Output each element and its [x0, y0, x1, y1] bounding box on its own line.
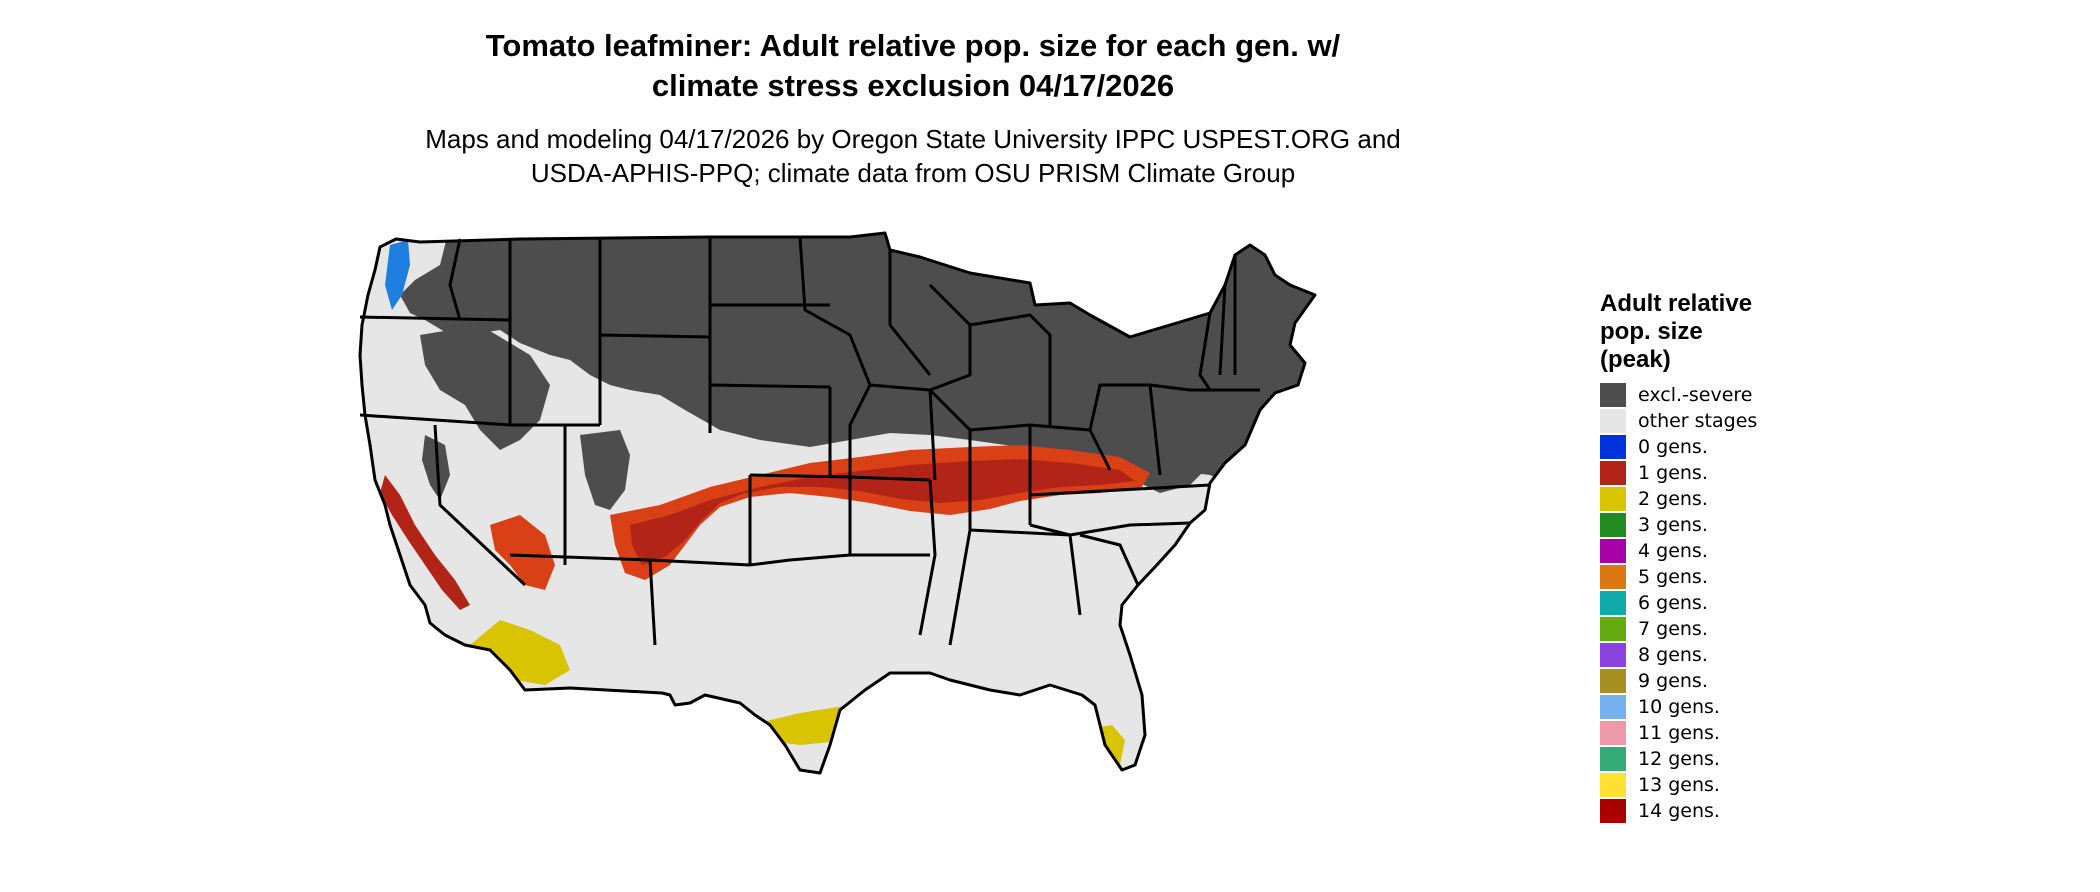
legend-label: 0 gens. [1638, 436, 1708, 458]
legend-label: 13 gens. [1638, 774, 1720, 796]
border-great-lakes [888, 250, 1052, 425]
legend-item: 0 gens. [1600, 434, 1820, 460]
legend-item: 4 gens. [1600, 538, 1820, 564]
legend-swatch [1600, 513, 1626, 537]
border-central-states [709, 235, 972, 636]
legend-label: 9 gens. [1638, 670, 1708, 692]
map-title: Tomato leafminer: Adult relative pop. si… [0, 26, 1826, 106]
map-title-line-2: climate stress exclusion 04/17/2026 [651, 68, 1175, 103]
map-subtitle-line-2: USDA-APHIS-PPQ; climate data from OSU PR… [530, 158, 1296, 188]
legend-label: 10 gens. [1638, 696, 1720, 718]
legend-label: 1 gens. [1638, 462, 1708, 484]
region-1-gens-southwest [490, 515, 555, 590]
region-excluded-rockies-south [580, 430, 630, 510]
map-legend: Adult relative pop. size (peak) excl.-se… [1600, 290, 1820, 824]
legend-swatch [1600, 747, 1626, 771]
legend-item: 2 gens. [1600, 486, 1820, 512]
legend-swatch [1600, 721, 1626, 745]
legend-swatch [1600, 435, 1626, 459]
region-excluded-great-basin [420, 325, 550, 450]
legend-swatch [1600, 799, 1626, 823]
legend-swatch [1600, 591, 1626, 615]
region-1-gens-band-core [630, 459, 1135, 565]
legend-swatch [1600, 695, 1626, 719]
legend-item: 13 gens. [1600, 772, 1820, 798]
region-0-gens-cascades [385, 240, 410, 310]
legend-item: 14 gens. [1600, 798, 1820, 824]
legend-item: 9 gens. [1600, 668, 1820, 694]
legend-title-line-3: (peak) [1600, 346, 1671, 373]
legend-label: excl.-severe [1638, 384, 1753, 406]
legend-item: excl.-severe [1600, 382, 1820, 408]
legend-label: 12 gens. [1638, 748, 1720, 770]
legend-label: other stages [1638, 410, 1758, 432]
legend-swatch [1600, 773, 1626, 797]
legend-item: 5 gens. [1600, 564, 1820, 590]
legend-label: 4 gens. [1638, 540, 1708, 562]
legend-label: 5 gens. [1638, 566, 1708, 588]
legend-item: 8 gens. [1600, 642, 1820, 668]
legend-swatch [1600, 487, 1626, 511]
legend-item: 12 gens. [1600, 746, 1820, 772]
map-subtitle: Maps and modeling 04/17/2026 by Oregon S… [0, 122, 1826, 190]
legend-label: 8 gens. [1638, 644, 1708, 666]
region-excluded-mid-atlantic [1130, 450, 1210, 493]
legend-swatch [1600, 539, 1626, 563]
us-map [358, 231, 1317, 775]
legend-label: 6 gens. [1638, 592, 1708, 614]
legend-label: 7 gens. [1638, 618, 1708, 640]
legend-title: Adult relative pop. size (peak) [1600, 290, 1820, 374]
map-title-line-1: Tomato leafminer: Adult relative pop. si… [485, 28, 1341, 63]
legend-item: 7 gens. [1600, 616, 1820, 642]
legend-label: 11 gens. [1638, 722, 1720, 744]
legend-item: 3 gens. [1600, 512, 1820, 538]
legend-swatch [1600, 565, 1626, 589]
legend-title-line-2: pop. size [1600, 318, 1703, 345]
legend-label: 14 gens. [1638, 800, 1720, 822]
legend-label: 3 gens. [1638, 514, 1708, 536]
legend-swatch [1600, 643, 1626, 667]
legend-item: 10 gens. [1600, 694, 1820, 720]
legend-title-line-1: Adult relative [1600, 290, 1753, 317]
legend-swatch [1600, 409, 1626, 433]
border-east-states [928, 255, 1260, 646]
state-borders [358, 231, 1317, 775]
national-border [358, 231, 1317, 775]
legend-item: 6 gens. [1600, 590, 1820, 616]
region-1-gens-california [380, 475, 470, 610]
legend-swatch [1600, 383, 1626, 407]
legend-swatch [1600, 617, 1626, 641]
legend-swatch [1600, 461, 1626, 485]
legend-label: 2 gens. [1638, 488, 1708, 510]
legend-list: excl.-severe other stages 0 gens. 1 gens. 2 … [1600, 382, 1820, 824]
region-excluded-sierra [422, 435, 450, 500]
legend-item: other stages [1600, 408, 1820, 434]
border-west-states [359, 237, 752, 646]
legend-item: 1 gens. [1600, 460, 1820, 486]
legend-swatch [1600, 669, 1626, 693]
legend-item: 11 gens. [1600, 720, 1820, 746]
map-subtitle-line-1: Maps and modeling 04/17/2026 by Oregon S… [425, 124, 1401, 154]
